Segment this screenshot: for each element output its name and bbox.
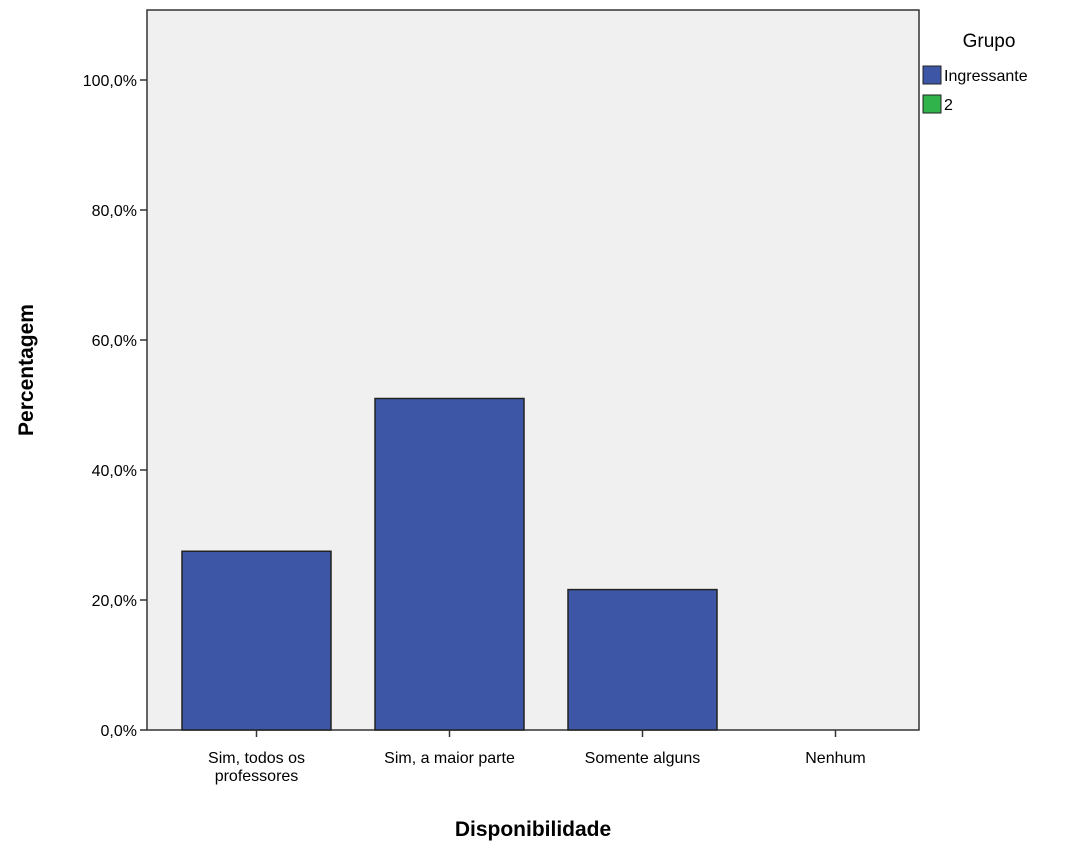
- legend-label-2: 2: [944, 97, 953, 114]
- x-tick-label: Somente alguns: [585, 750, 701, 767]
- legend-swatch-ingressante: [922, 65, 942, 85]
- legend-swatch-2: [922, 94, 942, 114]
- y-axis: 0,0% 20,0% 40,0% 60,0% 80,0% 100,0%: [83, 73, 147, 740]
- legend-title: Grupo: [963, 31, 1016, 52]
- bar: [181, 550, 332, 731]
- x-tick-label: Sim, a maior parte: [384, 750, 515, 767]
- y-tick-label: 100,0%: [83, 73, 137, 90]
- y-tick-label: 80,0%: [92, 203, 137, 220]
- bar: [567, 588, 718, 731]
- legend: Grupo Ingressante 2: [922, 31, 1028, 114]
- x-axis-title: Disponibilidade: [455, 818, 611, 841]
- y-tick-label: 0,0%: [101, 723, 137, 740]
- y-tick-label: 40,0%: [92, 463, 137, 480]
- legend-label-ingressante: Ingressante: [944, 68, 1028, 85]
- x-tick-label: Nenhum: [805, 750, 865, 767]
- y-tick-label: 60,0%: [92, 333, 137, 350]
- y-tick-label: 20,0%: [92, 593, 137, 610]
- y-axis-title: Percentagem: [15, 304, 38, 436]
- x-tick-label: Sim, todos os: [208, 750, 305, 767]
- bars-group: [181, 397, 718, 731]
- x-tick-label: professores: [215, 768, 299, 785]
- bar: [374, 397, 525, 731]
